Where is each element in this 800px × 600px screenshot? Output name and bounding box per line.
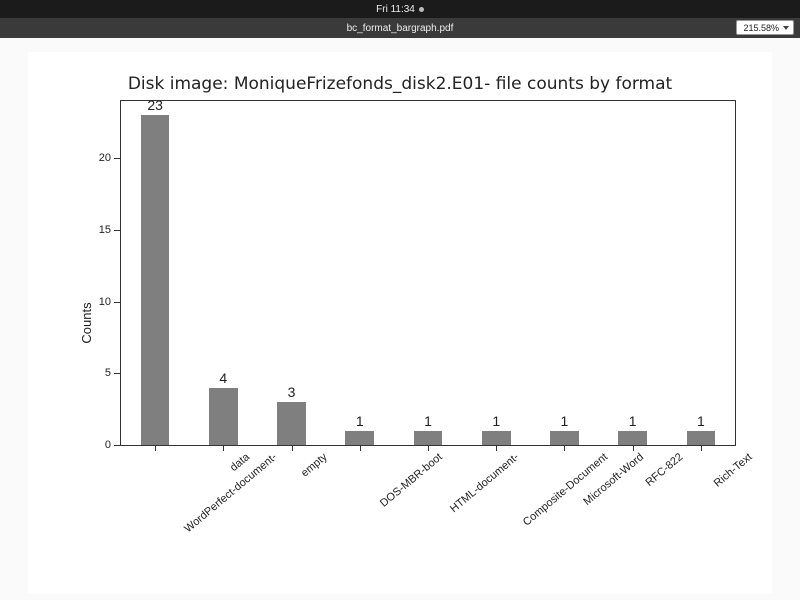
x-tick [155, 446, 156, 451]
zoom-value: 215.58% [743, 23, 779, 33]
bar-value-label: 1 [356, 413, 364, 429]
bar [618, 431, 647, 445]
y-tick-label: 0 [105, 439, 111, 451]
bar [141, 115, 170, 445]
document-filename: bc_format_bargraph.pdf [347, 23, 454, 34]
zoom-dropdown[interactable]: 215.58% [736, 20, 794, 35]
bar-value-label: 1 [561, 413, 569, 429]
bar-chart-plot-area: 05101520 23WordPerfect-document-4data3em… [120, 100, 736, 446]
x-tick-label: RFC-822 [643, 451, 685, 489]
clock: Fri 11:34 [376, 4, 424, 15]
desktop-topbar: Fri 11:34 [0, 0, 800, 18]
bar-value-label: 1 [629, 413, 637, 429]
x-tick [360, 446, 361, 451]
chart-title: Disk image: MoniqueFrizefonds_disk2.E01-… [28, 74, 772, 94]
x-tick-label: HTML-document- [448, 451, 521, 515]
bar [345, 431, 374, 445]
y-axis-label: Counts [79, 302, 94, 343]
x-tick [701, 446, 702, 451]
x-tick [564, 446, 565, 451]
bar-value-label: 1 [424, 413, 432, 429]
x-tick-label: Rich-Text [712, 451, 755, 490]
bar [550, 431, 579, 445]
y-tick-label: 5 [105, 367, 111, 379]
y-tick [114, 445, 120, 446]
bar [687, 431, 716, 445]
y-tick-label: 20 [99, 152, 111, 164]
y-tick [114, 230, 120, 231]
x-tick [428, 446, 429, 451]
y-tick [114, 158, 120, 159]
bar [277, 402, 306, 445]
y-tick [114, 302, 120, 303]
x-tick [496, 446, 497, 451]
bar [209, 388, 238, 445]
bar-value-label: 3 [288, 384, 296, 400]
status-dot-icon [419, 7, 424, 12]
pdf-viewer: Disk image: MoniqueFrizefonds_disk2.E01-… [0, 38, 800, 600]
x-tick [292, 446, 293, 451]
bar [482, 431, 511, 445]
bar-value-label: 23 [147, 97, 163, 113]
bar-value-label: 1 [697, 413, 705, 429]
pdf-page: Disk image: MoniqueFrizefonds_disk2.E01-… [28, 52, 772, 594]
y-tick-label: 15 [99, 224, 111, 236]
window-titlebar: bc_format_bargraph.pdf 215.58% [0, 18, 800, 38]
y-tick [114, 373, 120, 374]
bars-group: 23WordPerfect-document-4data3empty1DOS-M… [121, 101, 735, 445]
bar-value-label: 4 [219, 370, 227, 386]
clock-label: Fri 11:34 [376, 4, 415, 15]
x-tick-label: empty [299, 451, 330, 479]
bar [414, 431, 443, 445]
x-tick [223, 446, 224, 451]
x-tick-label: DOS-MBR-boot [378, 451, 445, 510]
y-tick-label: 10 [99, 296, 111, 308]
bar-value-label: 1 [492, 413, 500, 429]
x-tick [633, 446, 634, 451]
